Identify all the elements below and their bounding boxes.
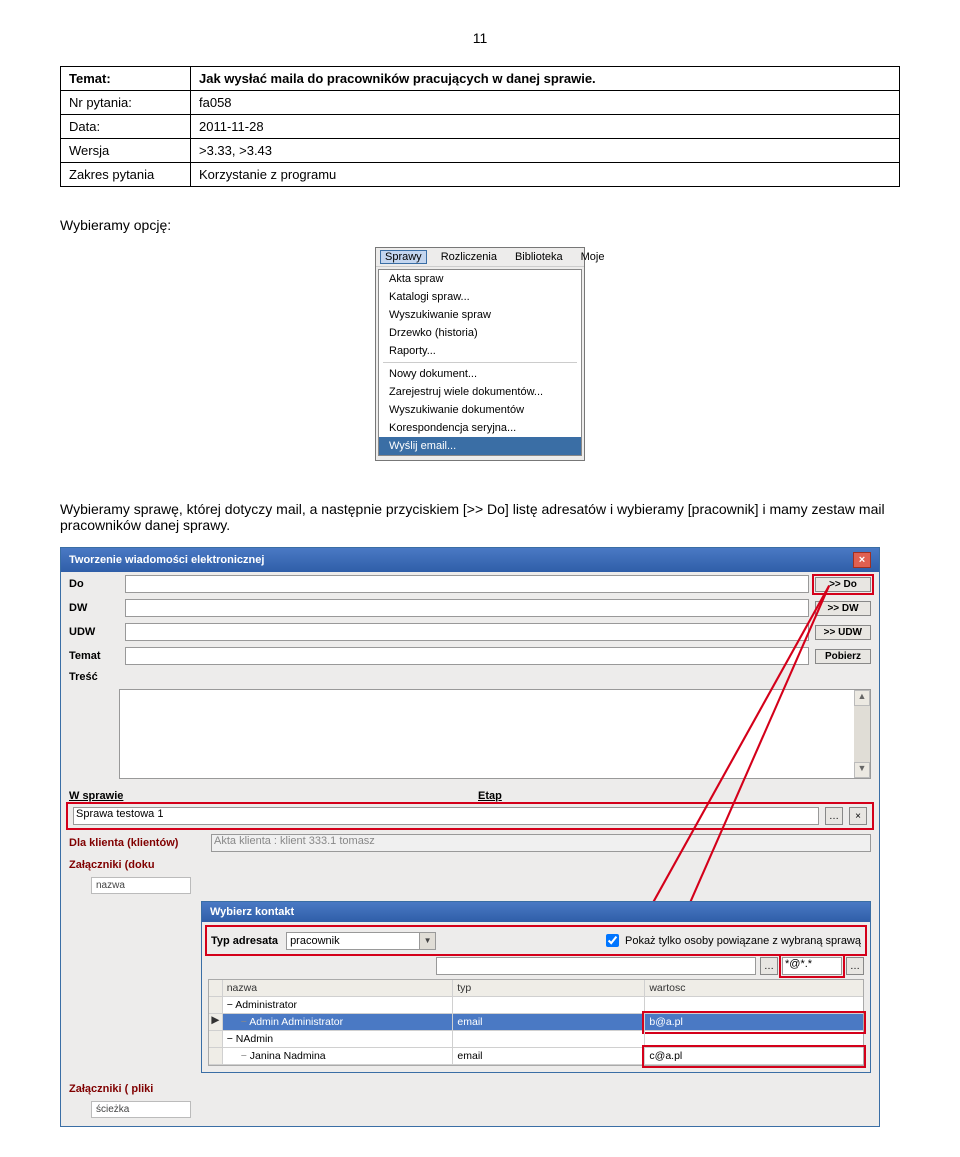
close-icon[interactable]: × — [853, 552, 871, 568]
cell-wartosc — [645, 1031, 863, 1048]
meta-data-label: Data: — [61, 115, 191, 139]
menu-bar-rozliczenia[interactable]: Rozliczenia — [437, 250, 501, 264]
dw-input[interactable] — [125, 599, 809, 617]
menu-item[interactable]: Wyszukiwanie dokumentów — [379, 401, 581, 419]
typ-adresata-value: pracownik — [290, 935, 340, 947]
mail-titlebar: Tworzenie wiadomości elektronicznej × — [61, 548, 879, 572]
cell-wartosc: b@a.pl — [645, 1014, 863, 1031]
scrollbar[interactable]: ▲ ▼ — [854, 690, 870, 778]
pokaz-checkbox-wrap[interactable]: Pokaż tylko osoby powiązane z wybraną sp… — [602, 931, 861, 950]
do-label: Do — [69, 578, 119, 590]
page-number: 11 — [60, 30, 900, 46]
pokaz-checkbox[interactable] — [606, 934, 619, 947]
menu-item[interactable]: Raporty... — [379, 342, 581, 360]
temat-input[interactable] — [125, 647, 809, 665]
menu-screenshot: Sprawy Rozliczenia Biblioteka Moje Akta … — [375, 247, 585, 461]
search-browse-button[interactable]: … — [760, 957, 778, 975]
menu-bar-sprawy[interactable]: Sprawy — [380, 250, 427, 264]
cell-nazwa: − NAdmin — [223, 1031, 454, 1048]
cell-typ: email — [453, 1014, 645, 1031]
typ-adresata-select[interactable]: pracownik ▼ — [286, 932, 436, 950]
meta-temat-label: Temat: — [61, 67, 191, 91]
do-button[interactable]: >> Do — [815, 577, 871, 592]
para-wybieramy-opcje: Wybieramy opcję: — [60, 217, 900, 233]
menu-bar-biblioteka[interactable]: Biblioteka — [511, 250, 567, 264]
cell-typ — [453, 1031, 645, 1048]
udw-input[interactable] — [125, 623, 809, 641]
tresc-textarea[interactable]: ▲ ▼ — [119, 689, 871, 779]
sciezka-col-header: ścieżka — [91, 1101, 191, 1118]
mail-title: Tworzenie wiadomości elektronicznej — [69, 554, 264, 566]
menu-separator — [383, 362, 577, 363]
contact-dialog-title: Wybierz kontakt — [210, 906, 294, 918]
sprawa-clear-button[interactable]: × — [849, 807, 867, 825]
cell-nazwa: − Administrator — [223, 997, 454, 1014]
search-input[interactable] — [436, 957, 756, 975]
meta-temat-value: Jak wysłać maila do pracowników pracując… — [191, 67, 900, 91]
meta-wersja-label: Wersja — [61, 139, 191, 163]
zalaczniki-doku-label: Załączniki (doku — [69, 859, 209, 871]
contact-row[interactable]: − NAdmin — [209, 1031, 863, 1048]
dla-klienta-label: Dla klienta (klientów) — [69, 837, 209, 849]
dw-label: DW — [69, 602, 119, 614]
udw-label: UDW — [69, 626, 119, 638]
cell-nazwa: Janina Nadmina — [223, 1048, 454, 1065]
contact-grid: nazwatypwartosc − Administrator▶Admin Adm… — [208, 979, 864, 1066]
menu-item[interactable]: Drzewko (historia) — [379, 324, 581, 342]
zalaczniki-pliki-label: Załączniki ( pliki — [69, 1083, 209, 1095]
meta-wersja-value: >3.33, >3.43 — [191, 139, 900, 163]
menu-item[interactable]: Wyszukiwanie spraw — [379, 306, 581, 324]
akta-input[interactable]: Akta klienta : klient 333.1 tomasz — [211, 834, 871, 852]
typ-adresata-label: Typ adresata — [211, 935, 278, 947]
filter-input[interactable]: *@*.* — [782, 957, 842, 975]
cell-wartosc — [645, 997, 863, 1014]
cell-typ — [453, 997, 645, 1014]
scroll-down-icon[interactable]: ▼ — [854, 762, 870, 778]
para-instrukcje: Wybieramy sprawę, której dotyczy mail, a… — [60, 501, 900, 533]
menu-item[interactable]: Akta spraw — [379, 270, 581, 288]
contact-row[interactable]: Janina Nadminaemailc@a.pl — [209, 1048, 863, 1065]
meta-zakres-label: Zakres pytania — [61, 163, 191, 187]
sprawa-input[interactable]: Sprawa testowa 1 — [73, 807, 819, 825]
menu-item[interactable]: Nowy dokument... — [379, 365, 581, 383]
menu-item[interactable]: Zarejestruj wiele dokumentów... — [379, 383, 581, 401]
dw-button[interactable]: >> DW — [815, 601, 871, 616]
pobierz-button[interactable]: Pobierz — [815, 649, 871, 664]
filter-browse-button[interactable]: … — [846, 957, 864, 975]
contact-dialog: Wybierz kontakt Typ adresata pracownik ▼… — [201, 901, 871, 1073]
menu-item[interactable]: Wyślij email... — [379, 437, 581, 455]
temat-label: Temat — [69, 650, 119, 662]
meta-table: Temat: Jak wysłać maila do pracowników p… — [60, 66, 900, 187]
sprawa-browse-button[interactable]: … — [825, 807, 843, 825]
col-wartosc: wartosc — [645, 980, 863, 997]
nazwa-col-header: nazwa — [91, 877, 191, 894]
col-typ: typ — [453, 980, 645, 997]
chevron-down-icon[interactable]: ▼ — [419, 933, 435, 949]
wsprawie-header: W sprawie — [61, 787, 470, 805]
do-input[interactable] — [125, 575, 809, 593]
contact-row[interactable]: ▶Admin Administratoremailb@a.pl — [209, 1014, 863, 1031]
udw-button[interactable]: >> UDW — [815, 625, 871, 640]
etap-header: Etap — [470, 787, 879, 805]
scroll-up-icon[interactable]: ▲ — [854, 690, 870, 706]
cell-wartosc: c@a.pl — [645, 1048, 863, 1065]
contact-dialog-titlebar: Wybierz kontakt — [202, 902, 870, 922]
meta-nr-label: Nr pytania: — [61, 91, 191, 115]
mail-window: Tworzenie wiadomości elektronicznej × Do… — [60, 547, 880, 1127]
cell-nazwa: Admin Administrator — [223, 1014, 454, 1031]
cell-typ: email — [453, 1048, 645, 1065]
meta-zakres-value: Korzystanie z programu — [191, 163, 900, 187]
menu-item[interactable]: Katalogi spraw... — [379, 288, 581, 306]
col-nazwa: nazwa — [223, 980, 454, 997]
menu-bar: Sprawy Rozliczenia Biblioteka Moje — [376, 248, 584, 267]
meta-data-value: 2011-11-28 — [191, 115, 900, 139]
menu-item[interactable]: Korespondencja seryjna... — [379, 419, 581, 437]
contact-row[interactable]: − Administrator — [209, 997, 863, 1014]
tresc-label: Treść — [69, 671, 119, 683]
meta-nr-value: fa058 — [191, 91, 900, 115]
menu-dropdown: Akta sprawKatalogi spraw...Wyszukiwanie … — [378, 269, 582, 456]
menu-bar-moje[interactable]: Moje — [577, 250, 609, 264]
pokaz-checkbox-label: Pokaż tylko osoby powiązane z wybraną sp… — [625, 935, 861, 947]
